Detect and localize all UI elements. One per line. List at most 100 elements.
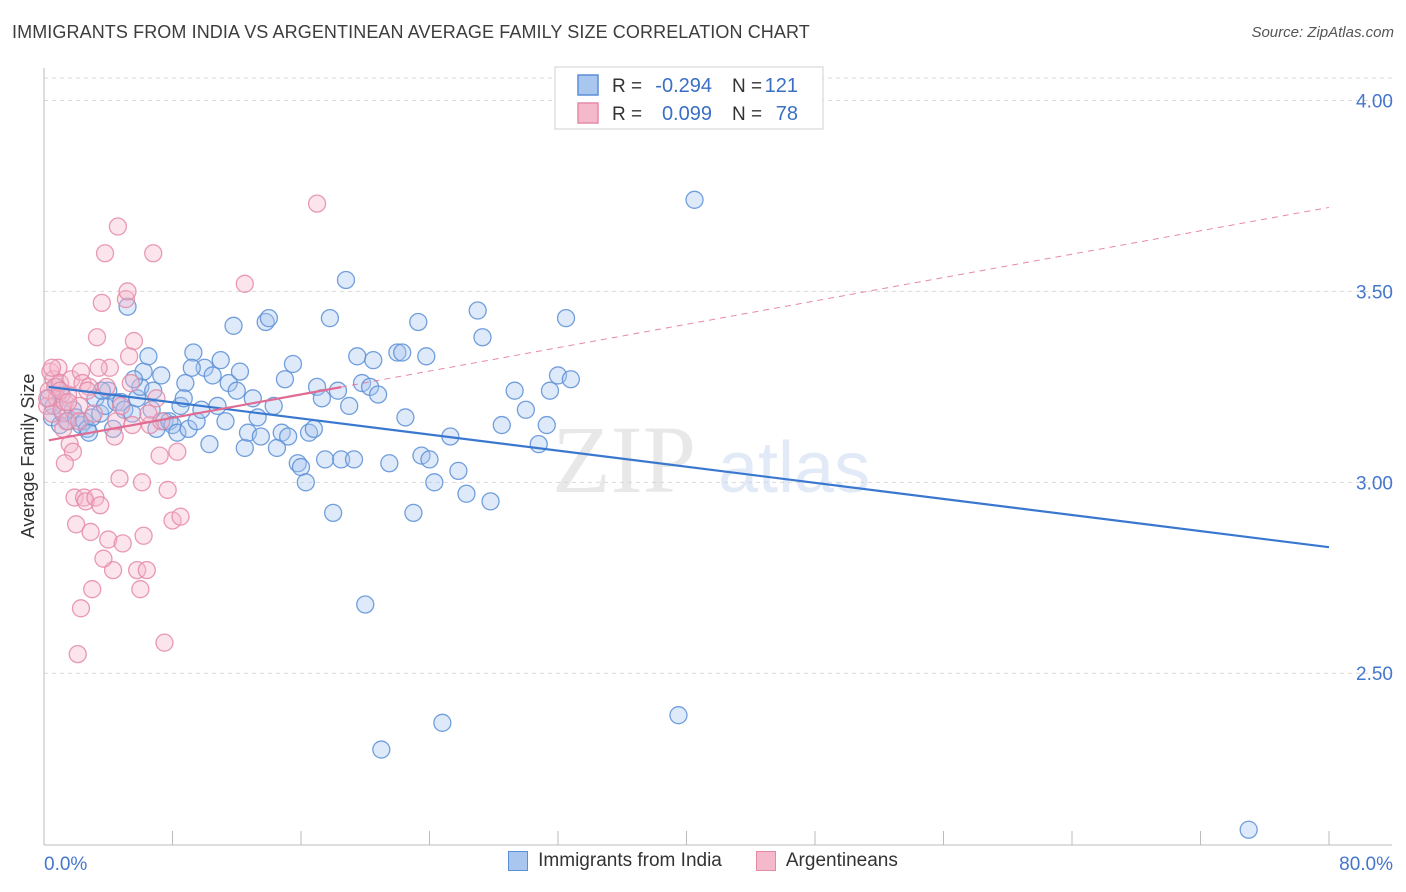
india-point — [200, 434, 219, 454]
argentinean-point — [110, 469, 129, 488]
india-point — [473, 328, 492, 347]
india-trend-line — [48, 385, 1330, 549]
stats-n-label-1: N = — [732, 76, 762, 97]
stats-n-value-2: 78 — [776, 103, 798, 125]
india-point — [176, 373, 195, 393]
argentinean-point — [70, 412, 89, 431]
argentinean-point — [84, 404, 103, 423]
india-point — [216, 412, 235, 431]
stats-r-value-1: -0.294 — [655, 75, 712, 97]
stats-legend-pink-swatch — [577, 102, 599, 124]
argentinean-point — [71, 599, 91, 618]
argentinean-point — [144, 244, 163, 263]
argentinean-point — [171, 507, 190, 526]
y-tick-label: 2.50 — [1356, 664, 1393, 685]
tick-labels: 2.50 3.00 3.50 4.00 0.0% 80.0% — [44, 92, 1393, 875]
india-point — [556, 309, 576, 328]
argentinean-trend-line-solid — [48, 386, 342, 442]
india-point — [457, 484, 476, 503]
argentinean-point — [168, 442, 187, 461]
argentinean-point — [105, 427, 124, 446]
argentinean-point — [132, 473, 152, 492]
india-point — [168, 423, 187, 442]
india-point — [208, 396, 227, 416]
x-tick-label-max: 80.0% — [1339, 854, 1393, 875]
india-point — [251, 427, 270, 446]
india-point — [315, 450, 335, 469]
argentinean-point — [116, 289, 136, 309]
india-point — [404, 503, 423, 523]
argentinean-point — [134, 526, 153, 545]
india-point — [139, 347, 158, 366]
argentinean-point — [55, 454, 75, 473]
y-tick-label: 4.00 — [1356, 92, 1393, 113]
y-tick-label: 3.50 — [1356, 282, 1393, 303]
india-point — [348, 347, 367, 366]
argentinean-point — [94, 549, 113, 568]
india-point — [540, 381, 560, 400]
argentinean-point — [155, 633, 174, 652]
x-tick-label-min: 0.0% — [44, 854, 87, 875]
india-point — [296, 473, 315, 492]
india-point — [291, 457, 311, 477]
argentinean-point — [108, 217, 128, 236]
y-tick-label: 3.00 — [1356, 473, 1393, 494]
argentinean-point — [235, 274, 254, 293]
india-point — [192, 400, 211, 419]
argentinean-point — [66, 515, 86, 534]
chart-title: IMMIGRANTS FROM INDIA VS ARGENTINEAN AVE… — [12, 22, 810, 42]
india-point — [669, 706, 688, 725]
india-point — [364, 350, 383, 370]
argentinean-point — [58, 392, 78, 412]
india-point — [368, 385, 388, 404]
argentinean-point — [89, 358, 108, 377]
india-point — [356, 595, 375, 614]
stats-legend-blue-swatch — [577, 74, 599, 96]
argentinean-point — [307, 194, 327, 213]
india-point — [235, 438, 254, 458]
india-point — [203, 366, 222, 385]
argentinean-point — [99, 530, 118, 549]
argentinean-point — [71, 362, 91, 381]
india-point — [278, 427, 298, 446]
y-axis-label: Average Family Size — [18, 374, 38, 539]
india-point — [320, 309, 340, 328]
stats-n-label-2: N = — [732, 104, 762, 125]
argentinean-trend-line-dashed — [341, 206, 1330, 388]
argentinean-point — [119, 347, 139, 366]
india-point — [118, 297, 137, 316]
india-point — [336, 270, 356, 290]
argentinean-point — [87, 328, 107, 347]
india-point — [259, 309, 279, 328]
argentinean-point — [113, 534, 132, 553]
india-point — [230, 362, 250, 381]
india-point — [275, 370, 295, 389]
argentinean-point — [137, 560, 156, 580]
india-point — [340, 396, 359, 416]
legend-swatch-argentineans — [755, 851, 776, 871]
india-point — [516, 400, 536, 419]
india-point — [685, 190, 704, 209]
india-point — [537, 415, 556, 435]
india-point — [1239, 820, 1258, 839]
argentinean-point — [131, 580, 150, 599]
india-point — [420, 450, 439, 469]
india-point — [449, 461, 468, 481]
india-point — [283, 354, 303, 374]
argentinean-point — [91, 496, 110, 515]
india-point — [380, 454, 399, 473]
india-point — [417, 347, 436, 366]
india-point — [468, 301, 487, 320]
argentinean-point — [128, 560, 147, 580]
stats-r-label-2: R = — [612, 104, 642, 125]
india-point — [396, 408, 415, 427]
india-point — [344, 450, 364, 469]
legend-label-india: Immigrants from India — [538, 850, 722, 871]
legend-item-india: Immigrants from India — [508, 850, 722, 872]
legend-swatch-india — [508, 851, 529, 871]
india-point — [492, 415, 511, 435]
argentinean-point — [147, 389, 166, 408]
india-point — [425, 473, 444, 492]
argentinean-point — [62, 370, 81, 389]
argentinean-point — [158, 480, 177, 500]
